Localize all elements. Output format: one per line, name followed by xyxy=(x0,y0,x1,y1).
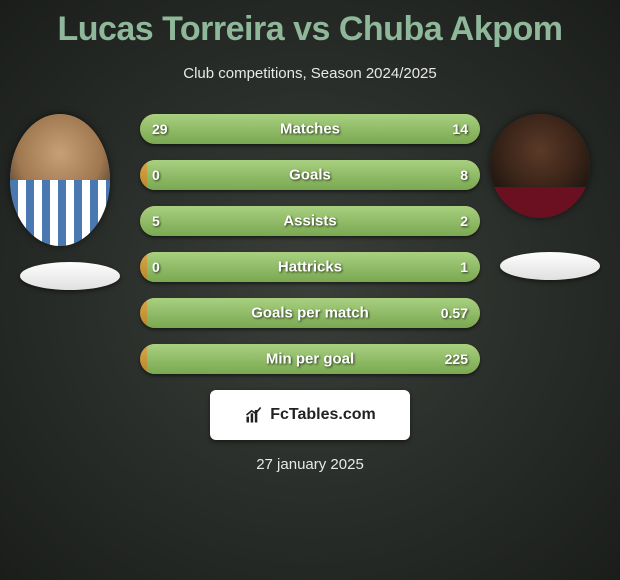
subtitle: Club competitions, Season 2024/2025 xyxy=(0,65,620,82)
stat-label: Matches xyxy=(140,121,480,138)
stat-row: 2914Matches xyxy=(140,114,480,144)
footer-date: 27 january 2025 xyxy=(0,456,620,473)
stat-bars: 2914Matches 08Goals 52Assists 01Hattricks 0.… xyxy=(140,114,480,374)
stat-row: 01Hattricks xyxy=(140,252,480,282)
brand-icon xyxy=(244,405,264,425)
player-right-face xyxy=(490,114,590,218)
player-left-face xyxy=(10,114,110,246)
page-title: Lucas Torreira vs Chuba Akpom xyxy=(0,0,620,49)
player-left-avatar xyxy=(10,114,110,246)
stat-label: Hattricks xyxy=(140,259,480,276)
stat-row: 0.57Goals per match xyxy=(140,298,480,328)
stat-label: Goals xyxy=(140,167,480,184)
player-right-club-badge xyxy=(500,252,600,280)
stat-label: Assists xyxy=(140,213,480,230)
stat-label: Goals per match xyxy=(140,305,480,322)
stat-row: 225Min per goal xyxy=(140,344,480,374)
stat-label: Min per goal xyxy=(140,351,480,368)
player-right-avatar xyxy=(490,114,590,218)
player-left-club-badge xyxy=(20,262,120,290)
stat-row: 52Assists xyxy=(140,206,480,236)
brand-badge: FcTables.com xyxy=(210,390,410,440)
brand-text: FcTables.com xyxy=(270,406,376,424)
stat-row: 08Goals xyxy=(140,160,480,190)
comparison-area: 2914Matches 08Goals 52Assists 01Hattricks 0.… xyxy=(0,114,620,473)
